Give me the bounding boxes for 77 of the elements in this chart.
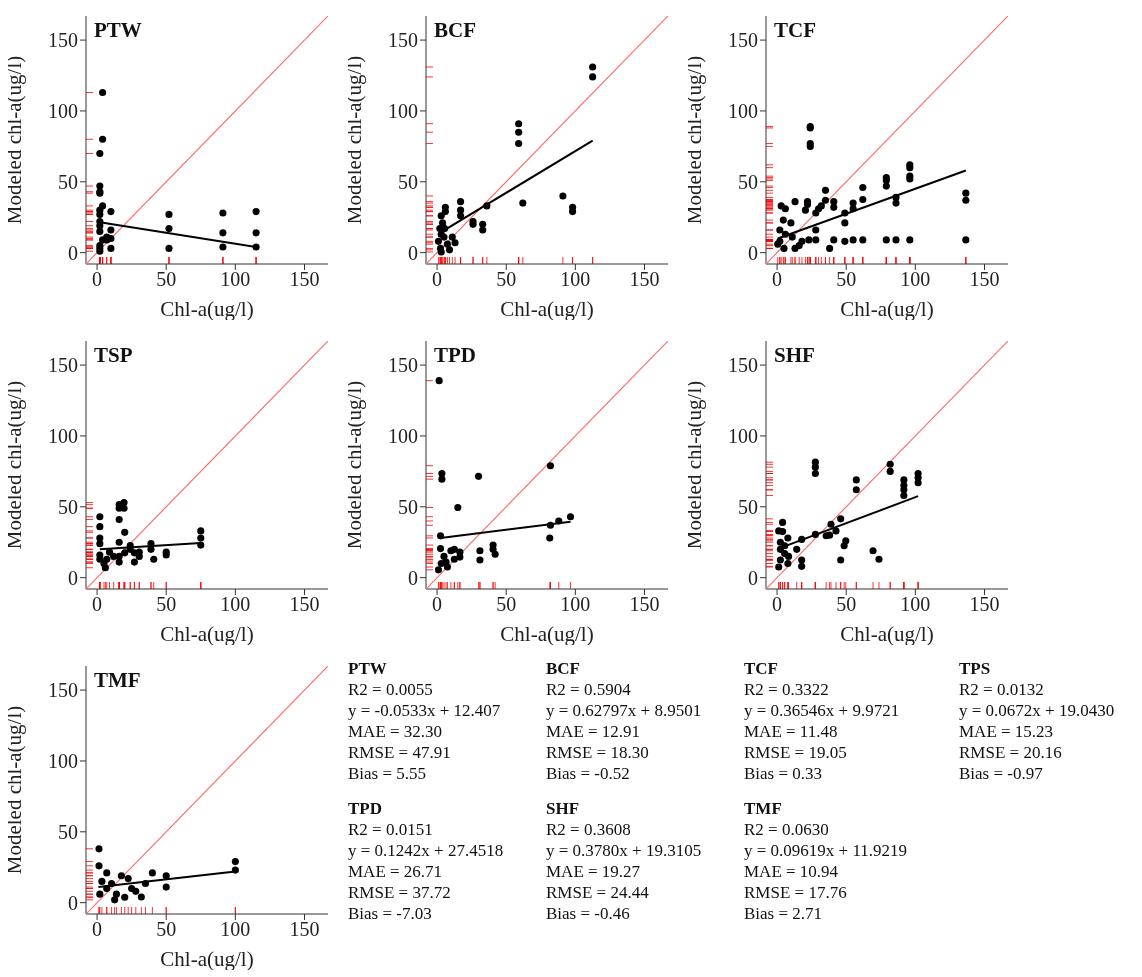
y-tick-label: 0 bbox=[748, 241, 758, 264]
text: TCF R2 = 0.3322 y = 0.36546x + 9.9721 MAE = 11.48 RMSE = 19.05 Bias = 0.33 bbox=[744, 658, 901, 784]
x-tick-label: 0 bbox=[772, 268, 783, 291]
y-tick-label: 100 bbox=[728, 425, 758, 448]
x-tick-label: 100 bbox=[220, 268, 251, 291]
y-tick-label: 50 bbox=[58, 170, 78, 193]
y-tick-label: 0 bbox=[68, 241, 78, 264]
y-tick-label: 50 bbox=[398, 495, 418, 518]
y-tick-label: 150 bbox=[728, 29, 758, 52]
text: TPS R2 = 0.0132 y = 0.0672x + 19.0430 MAE = 15.23 RMSE = 20.16 Bias = -0.97 bbox=[959, 658, 1116, 784]
y-tick-label: 100 bbox=[48, 425, 78, 448]
x-tick-label: 50 bbox=[836, 593, 857, 616]
y-tick-label: 50 bbox=[398, 170, 418, 193]
chart-title: TMF bbox=[94, 668, 141, 693]
y-tick-label: 100 bbox=[728, 100, 758, 123]
y-tick-label: 150 bbox=[388, 354, 418, 377]
x-tick-label: 50 bbox=[156, 593, 177, 616]
y-tick-label: 150 bbox=[48, 354, 78, 377]
y-tick-label: 100 bbox=[48, 750, 78, 773]
chart-title: TSP bbox=[94, 343, 133, 368]
y-tick-label: 0 bbox=[68, 891, 78, 914]
x-tick-label: 150 bbox=[289, 918, 320, 941]
x-tick-label: 0 bbox=[432, 593, 443, 616]
y-tick-label: 0 bbox=[748, 566, 758, 589]
text: BCF R2 = 0.5904 y = 0.62797x + 8.9501 MAE = 12.91 RMSE = 18.30 Bias = -0.52 bbox=[546, 658, 703, 784]
x-tick-label: 100 bbox=[560, 593, 591, 616]
x-axis-title: Chl-a(ug/l) bbox=[840, 297, 934, 321]
text: TMF R2 = 0.0630 y = 0.09619x + 11.9219 MAE = 10.94 RMSE = 17.76 Bias = 2.71 bbox=[744, 798, 909, 924]
chart-title: TCF bbox=[774, 18, 816, 43]
x-tick-label: 150 bbox=[969, 593, 1000, 616]
x-tick-label: 0 bbox=[432, 268, 443, 291]
x-axis-title: Chl-a(ug/l) bbox=[840, 622, 934, 646]
x-tick-label: 50 bbox=[156, 918, 177, 941]
chart-title: BCF bbox=[434, 18, 476, 43]
x-tick-label: 50 bbox=[836, 268, 857, 291]
x-tick-label: 150 bbox=[629, 268, 660, 291]
y-tick-label: 50 bbox=[738, 495, 758, 518]
chart-title: TPD bbox=[434, 343, 476, 368]
x-axis-title: Chl-a(ug/l) bbox=[160, 297, 254, 321]
y-tick-label: 150 bbox=[728, 354, 758, 377]
x-tick-label: 0 bbox=[92, 918, 103, 941]
y-tick-label: 0 bbox=[408, 566, 418, 589]
x-axis-title: Chl-a(ug/l) bbox=[500, 297, 594, 321]
x-tick-label: 100 bbox=[220, 918, 251, 941]
y-tick-label: 0 bbox=[68, 566, 78, 589]
y-tick-label: 100 bbox=[388, 425, 418, 448]
x-tick-label: 0 bbox=[92, 593, 103, 616]
y-tick-label: 50 bbox=[58, 495, 78, 518]
x-tick-label: 100 bbox=[560, 268, 591, 291]
x-tick-label: 100 bbox=[220, 593, 251, 616]
x-tick-label: 150 bbox=[969, 268, 1000, 291]
x-tick-label: 100 bbox=[900, 268, 931, 291]
x-axis-title: Chl-a(ug/l) bbox=[160, 622, 254, 646]
x-tick-label: 50 bbox=[496, 268, 517, 291]
y-tick-label: 100 bbox=[48, 100, 78, 123]
y-tick-label: 150 bbox=[48, 29, 78, 52]
y-tick-label: 50 bbox=[58, 820, 78, 843]
x-axis-title: Chl-a(ug/l) bbox=[500, 622, 594, 646]
y-tick-label: 0 bbox=[408, 241, 418, 264]
text: TPD R2 = 0.0151 y = 0.1242x + 27.4518 MAE = 26.71 RMSE = 37.72 Bias = -7.03 bbox=[348, 798, 505, 924]
y-tick-label: 50 bbox=[738, 170, 758, 193]
chart-title: SHF bbox=[774, 343, 815, 368]
x-tick-label: 0 bbox=[92, 268, 103, 291]
x-tick-label: 150 bbox=[289, 268, 320, 291]
x-tick-label: 50 bbox=[156, 268, 177, 291]
text: SHF R2 = 0.3608 y = 0.3780x + 19.3105 MAE = 19.27 RMSE = 24.44 Bias = -0.46 bbox=[546, 798, 703, 924]
text: PTW R2 = 0.0055 y = -0.0533x + 12.407 MAE = 32.30 RMSE = 47.91 Bias = 5.55 bbox=[348, 658, 502, 784]
y-tick-label: 150 bbox=[388, 29, 418, 52]
x-tick-label: 100 bbox=[900, 593, 931, 616]
x-tick-label: 50 bbox=[496, 593, 517, 616]
y-tick-label: 150 bbox=[48, 679, 78, 702]
y-tick-label: 100 bbox=[388, 100, 418, 123]
x-tick-label: 0 bbox=[772, 593, 783, 616]
chart-title: PTW bbox=[94, 18, 142, 43]
x-tick-label: 150 bbox=[629, 593, 660, 616]
x-axis-title: Chl-a(ug/l) bbox=[160, 947, 254, 971]
x-tick-label: 150 bbox=[289, 593, 320, 616]
